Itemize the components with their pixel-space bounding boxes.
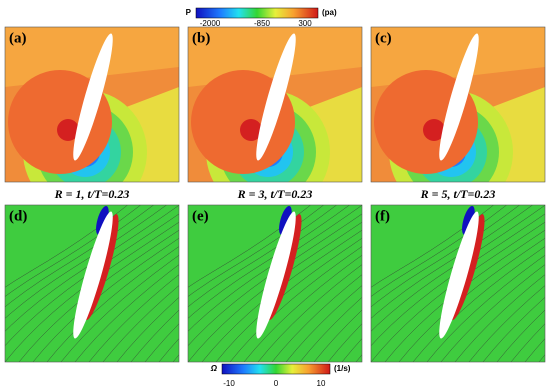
- panel-label: (f): [375, 208, 390, 224]
- panel-label: (c): [375, 30, 392, 46]
- vortex: [96, 205, 109, 235]
- streamline: [215, 237, 362, 362]
- streamline: [285, 285, 362, 362]
- panel-frame: [187, 26, 363, 183]
- streamline: [102, 285, 179, 362]
- streamline: [5, 205, 128, 288]
- panel-frame: [187, 204, 363, 363]
- streamline: [482, 296, 545, 362]
- streamline: [426, 254, 545, 362]
- streamline: [384, 229, 545, 362]
- streamline: [327, 323, 362, 362]
- streamline: [188, 205, 350, 319]
- airfoil: [439, 211, 479, 339]
- vortex: [462, 205, 475, 235]
- panel-frame: [4, 26, 180, 183]
- streamline: [5, 205, 179, 332]
- streamline: [5, 205, 141, 297]
- streamline: [299, 296, 362, 362]
- streamline: [371, 205, 545, 332]
- colorbar-tick: 10: [317, 379, 326, 388]
- streamline: [313, 309, 362, 362]
- streamline: [60, 254, 179, 362]
- airfoil: [439, 33, 479, 161]
- streamline: [188, 205, 362, 332]
- streamline: [371, 205, 494, 288]
- panel: [188, 205, 362, 362]
- streamline: [229, 246, 362, 362]
- contour: [423, 119, 445, 141]
- streamline: [257, 264, 362, 362]
- streamline: [5, 205, 154, 308]
- streamline: [46, 246, 179, 362]
- caption: R = 1, t/T=0.23: [54, 187, 130, 201]
- panel-label: (e): [192, 208, 209, 224]
- colorbar-tick: 0: [274, 379, 279, 388]
- contour: [57, 119, 79, 141]
- streamline: [74, 264, 179, 362]
- streamline: [371, 205, 520, 308]
- colorbar-label: Ω: [210, 364, 218, 373]
- streamline: [371, 221, 545, 362]
- panel: [5, 205, 179, 362]
- colorbar-tick: -850: [254, 19, 271, 28]
- streamline: [496, 309, 545, 362]
- streamline: [271, 274, 362, 362]
- colorbar-tick: -2000: [200, 19, 221, 28]
- airfoil: [256, 211, 296, 339]
- colorbar-tick: -10: [223, 379, 235, 388]
- colorbar: [195, 7, 319, 19]
- streamline: [32, 237, 179, 362]
- caption: R = 3, t/T=0.23: [237, 187, 313, 201]
- panel: [5, 27, 179, 182]
- streamline: [371, 205, 533, 319]
- streamline: [201, 229, 362, 362]
- streamline: [188, 205, 311, 288]
- colorbar-unit: (pa): [322, 8, 337, 17]
- caption: R = 5, t/T=0.23: [420, 187, 496, 201]
- streamline: [130, 309, 179, 362]
- colorbar-tick: 300: [298, 19, 312, 28]
- streamline: [188, 205, 337, 308]
- panel-frame: [370, 204, 546, 363]
- airfoil: [73, 33, 113, 161]
- colorbar-label: P: [186, 8, 192, 17]
- streamline: [454, 274, 545, 362]
- streamline: [18, 229, 179, 362]
- colorbar: [221, 363, 331, 375]
- streamline: [5, 205, 167, 319]
- streamline: [116, 296, 179, 362]
- streamline: [144, 323, 179, 362]
- panel-label: (d): [9, 208, 27, 224]
- streamline: [243, 254, 362, 362]
- panel: [371, 27, 545, 182]
- streamline: [5, 221, 179, 362]
- airfoil: [256, 33, 296, 161]
- streamline: [510, 323, 545, 362]
- panel: [188, 27, 362, 182]
- streamline: [371, 205, 507, 297]
- streamline: [468, 285, 545, 362]
- streamline: [398, 237, 545, 362]
- colorbar-unit: (1/s): [334, 364, 351, 373]
- streamline: [88, 274, 179, 362]
- panel: [371, 205, 545, 362]
- vortex: [279, 205, 292, 235]
- streamline: [188, 221, 362, 362]
- panel-frame: [370, 26, 546, 183]
- streamline: [188, 205, 324, 297]
- streamline: [412, 246, 545, 362]
- panel-frame: [4, 204, 180, 363]
- contour: [240, 119, 262, 141]
- panel-label: (a): [9, 30, 27, 46]
- airfoil: [73, 211, 113, 339]
- streamline: [440, 264, 545, 362]
- panel-label: (b): [192, 30, 210, 46]
